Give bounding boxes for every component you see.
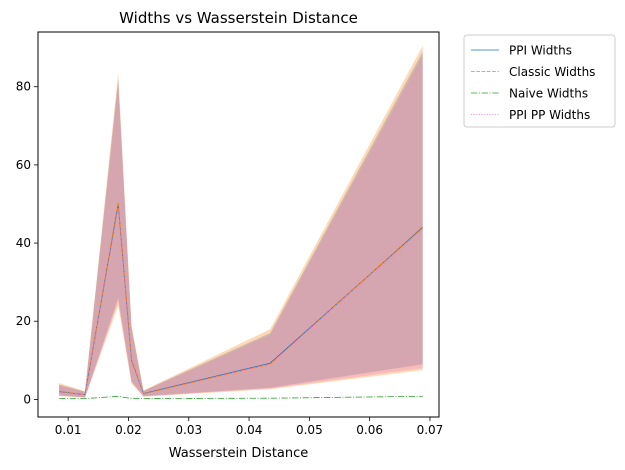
line-naive-widths — [59, 395, 423, 400]
series-lines — [59, 201, 423, 400]
x-tick-label: 0.04 — [236, 423, 263, 437]
legend-label: PPI Widths — [509, 44, 572, 58]
plot-frame — [37, 31, 440, 418]
y-tick-label: 60 — [16, 158, 31, 172]
x-axis-label: Wasserstein Distance — [169, 446, 309, 461]
confidence-bands — [59, 45, 423, 398]
x-axis: 0.01 0.02 0.03 0.04 0.05 0.06 0.07 — [55, 417, 444, 437]
x-tick-label: 0.07 — [417, 423, 444, 437]
y-axis: 0 20 40 60 80 — [16, 80, 38, 406]
band-ppi-pp-widths — [59, 55, 423, 398]
legend-label: Classic Widths — [509, 65, 595, 79]
legend-label: Naive Widths — [509, 87, 588, 101]
legend-label: PPI PP Widths — [509, 108, 590, 122]
legend[interactable]: PPI Widths Classic Widths Naive Widths PPI … — [463, 34, 616, 128]
chart-title: Widths vs Wasserstein Distance — [119, 9, 358, 27]
y-tick-label: 40 — [16, 236, 31, 250]
band-ppi-widths — [59, 51, 423, 398]
x-tick-label: 0.02 — [115, 423, 142, 437]
band-classic-widths — [59, 45, 423, 398]
x-tick-label: 0.03 — [175, 423, 202, 437]
y-tick-label: 0 — [23, 392, 31, 406]
y-tick-label: 20 — [16, 314, 31, 328]
x-tick-label: 0.01 — [55, 423, 82, 437]
x-tick-label: 0.06 — [356, 423, 383, 437]
x-tick-label: 0.05 — [296, 423, 323, 437]
legend-frame — [463, 34, 616, 128]
y-tick-label: 80 — [16, 80, 31, 94]
